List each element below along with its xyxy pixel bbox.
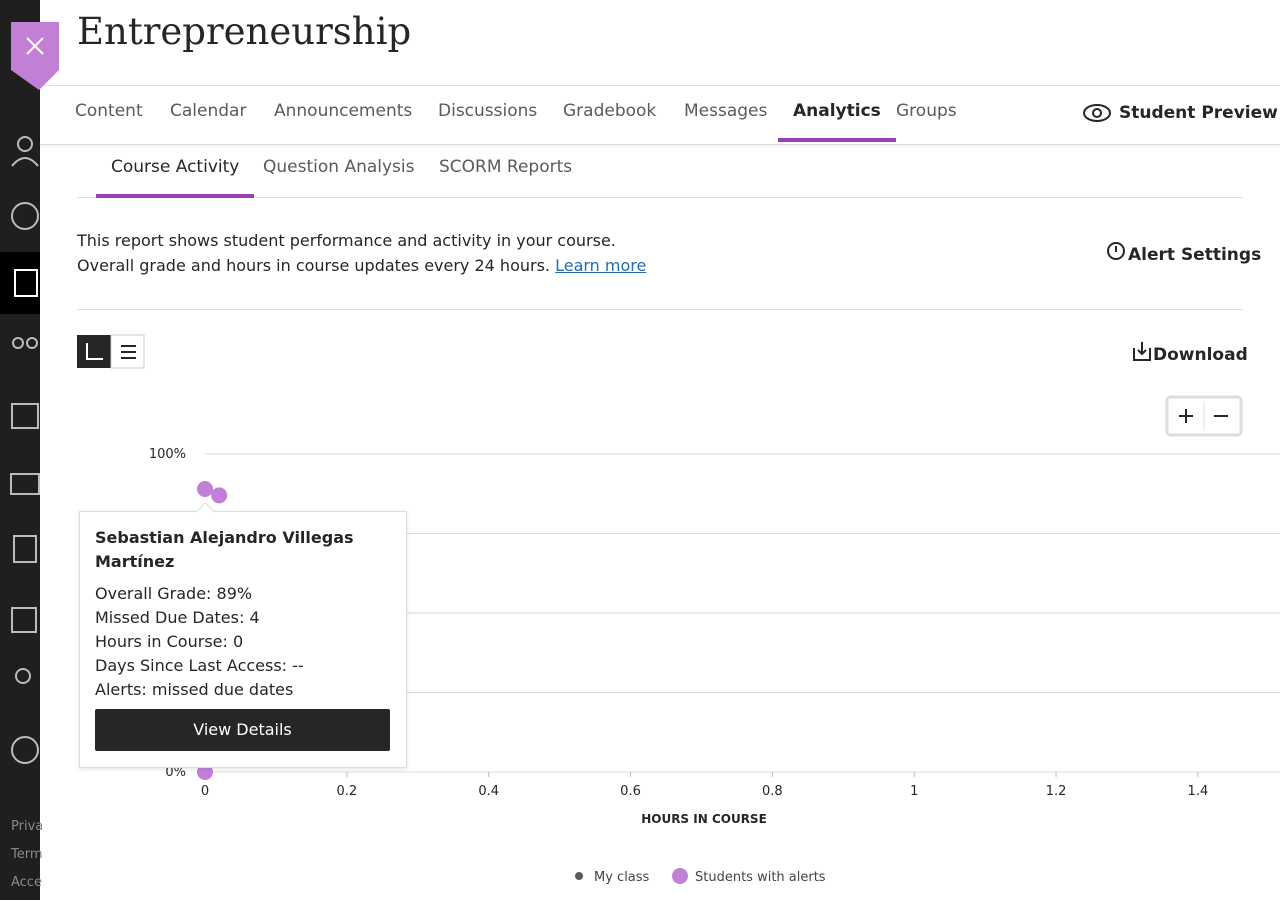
intro-text: Overall grade and hours in course update… [77, 256, 550, 275]
sub-tab[interactable]: Course Activity [111, 157, 240, 177]
zoom-in[interactable] [1179, 409, 1193, 423]
sub-tab[interactable]: Question Analysis [263, 157, 415, 177]
main: Entrepreneurship Content Calendar Announce… [40, 0, 1280, 900]
student-preview-label: Student Preview [1119, 103, 1278, 123]
download-icon [1133, 342, 1151, 361]
intro-line: This report shows student performance an… [77, 231, 616, 250]
tooltip-line: Days Since Last Access: -- [95, 656, 304, 675]
tooltip-line: Hours in Course: 0 [95, 632, 244, 651]
tooltip-line: Missed Due Dates: 4 [95, 608, 260, 627]
download-label: Download [1153, 345, 1248, 365]
nav-bar: Content Calendar Announcements Discussions G… [40, 85, 1280, 145]
divider [77, 309, 1243, 310]
profile-icon[interactable] [17, 136, 33, 152]
grades-icon[interactable] [13, 535, 37, 563]
messages-icon[interactable] [10, 473, 40, 495]
nav-tab[interactable]: Groups [896, 101, 957, 121]
active-subtab-underline [96, 194, 254, 198]
nav-tab[interactable]: Calendar [170, 101, 247, 121]
close-panel-button[interactable] [11, 22, 59, 90]
nav-tab[interactable]: Discussions [438, 101, 538, 121]
profile-icon-body [11, 157, 39, 167]
globe-icon[interactable] [11, 202, 39, 230]
zoom-controls [1165, 395, 1243, 437]
footer-link[interactable]: Acce [11, 875, 42, 890]
footer-link[interactable]: Priva [11, 819, 44, 834]
sidebar: Priva Term Acce [0, 0, 44, 900]
admin-icon[interactable] [15, 668, 31, 684]
divider [77, 197, 1243, 198]
nav-tab[interactable]: Gradebook [563, 101, 657, 121]
alert-settings-label: Alert Settings [1128, 245, 1262, 265]
view-details-button[interactable]: View Details [95, 709, 390, 751]
alert-icon [1107, 242, 1125, 260]
chart-view-button[interactable] [77, 335, 111, 368]
list-icon [121, 345, 136, 359]
tooltip-line: Overall Grade: 89% [95, 584, 253, 603]
nav-tab[interactable]: Messages [684, 101, 768, 121]
footer-link[interactable]: Term [11, 847, 43, 862]
chart-icon [86, 343, 103, 360]
active-nav-bg [0, 252, 40, 314]
groups-icon[interactable] [12, 337, 24, 349]
close-icon [11, 37, 59, 90]
tooltip: Sebastian Alejandro Villegas Martínez Vi… [79, 502, 407, 768]
tools-icon[interactable] [11, 607, 37, 633]
nav-tab[interactable]: Announcements [274, 101, 413, 121]
eye-icon [1083, 104, 1111, 122]
intro-line: Overall grade and hours in course update… [77, 256, 646, 275]
sub-tab[interactable]: SCORM Reports [439, 157, 573, 177]
courses-icon[interactable] [14, 269, 38, 297]
nav-tab[interactable]: Analytics [793, 101, 881, 121]
tooltip-line: Alerts: missed due dates [95, 680, 294, 699]
download[interactable]: Download [1131, 340, 1248, 365]
view-toggle [77, 334, 145, 369]
calendar-icon[interactable] [11, 403, 39, 429]
groups-icon-b [26, 337, 38, 349]
course-title: Entrepreneurship [77, 10, 412, 53]
student-name: Sebastian Alejandro Villegas Martínez [95, 528, 354, 571]
alert-settings[interactable]: Alert Settings [1106, 241, 1261, 265]
student-preview[interactable]: Student Preview [1081, 101, 1278, 125]
sidebar-icons [0, 136, 40, 764]
learn-more-link[interactable]: Learn more [555, 256, 647, 275]
nav-tab[interactable]: Content [75, 101, 143, 121]
signout-icon[interactable] [11, 736, 39, 764]
active-tab-underline [778, 138, 896, 142]
